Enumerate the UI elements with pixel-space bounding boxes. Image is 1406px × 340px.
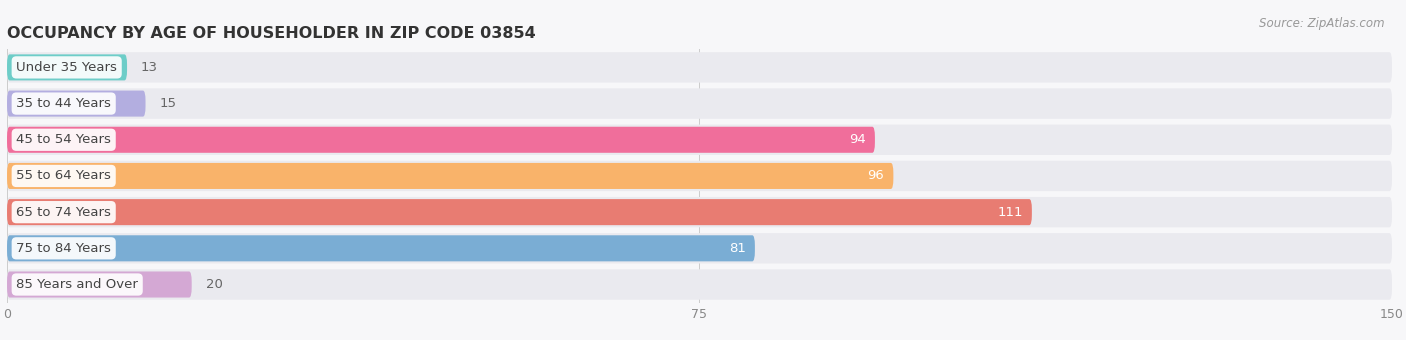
FancyBboxPatch shape xyxy=(7,233,1392,264)
FancyBboxPatch shape xyxy=(7,52,1392,83)
FancyBboxPatch shape xyxy=(7,161,1392,191)
Text: 75 to 84 Years: 75 to 84 Years xyxy=(17,242,111,255)
FancyBboxPatch shape xyxy=(7,127,875,153)
Text: OCCUPANCY BY AGE OF HOUSEHOLDER IN ZIP CODE 03854: OCCUPANCY BY AGE OF HOUSEHOLDER IN ZIP C… xyxy=(7,26,536,41)
FancyBboxPatch shape xyxy=(7,124,1392,155)
Text: 55 to 64 Years: 55 to 64 Years xyxy=(17,169,111,183)
FancyBboxPatch shape xyxy=(7,235,755,261)
FancyBboxPatch shape xyxy=(7,90,146,117)
Text: 13: 13 xyxy=(141,61,157,74)
Text: 65 to 74 Years: 65 to 74 Years xyxy=(17,206,111,219)
Text: 96: 96 xyxy=(868,169,884,183)
FancyBboxPatch shape xyxy=(7,197,1392,227)
Text: Source: ZipAtlas.com: Source: ZipAtlas.com xyxy=(1260,17,1385,30)
Text: 15: 15 xyxy=(159,97,176,110)
Text: 81: 81 xyxy=(728,242,745,255)
Text: 94: 94 xyxy=(849,133,866,146)
FancyBboxPatch shape xyxy=(7,54,127,81)
Text: 85 Years and Over: 85 Years and Over xyxy=(17,278,138,291)
FancyBboxPatch shape xyxy=(7,88,1392,119)
FancyBboxPatch shape xyxy=(7,199,1032,225)
FancyBboxPatch shape xyxy=(7,269,1392,300)
Text: 20: 20 xyxy=(205,278,222,291)
FancyBboxPatch shape xyxy=(7,271,191,298)
Text: 111: 111 xyxy=(997,206,1022,219)
FancyBboxPatch shape xyxy=(7,163,893,189)
Text: 45 to 54 Years: 45 to 54 Years xyxy=(17,133,111,146)
Text: Under 35 Years: Under 35 Years xyxy=(17,61,117,74)
Text: 35 to 44 Years: 35 to 44 Years xyxy=(17,97,111,110)
